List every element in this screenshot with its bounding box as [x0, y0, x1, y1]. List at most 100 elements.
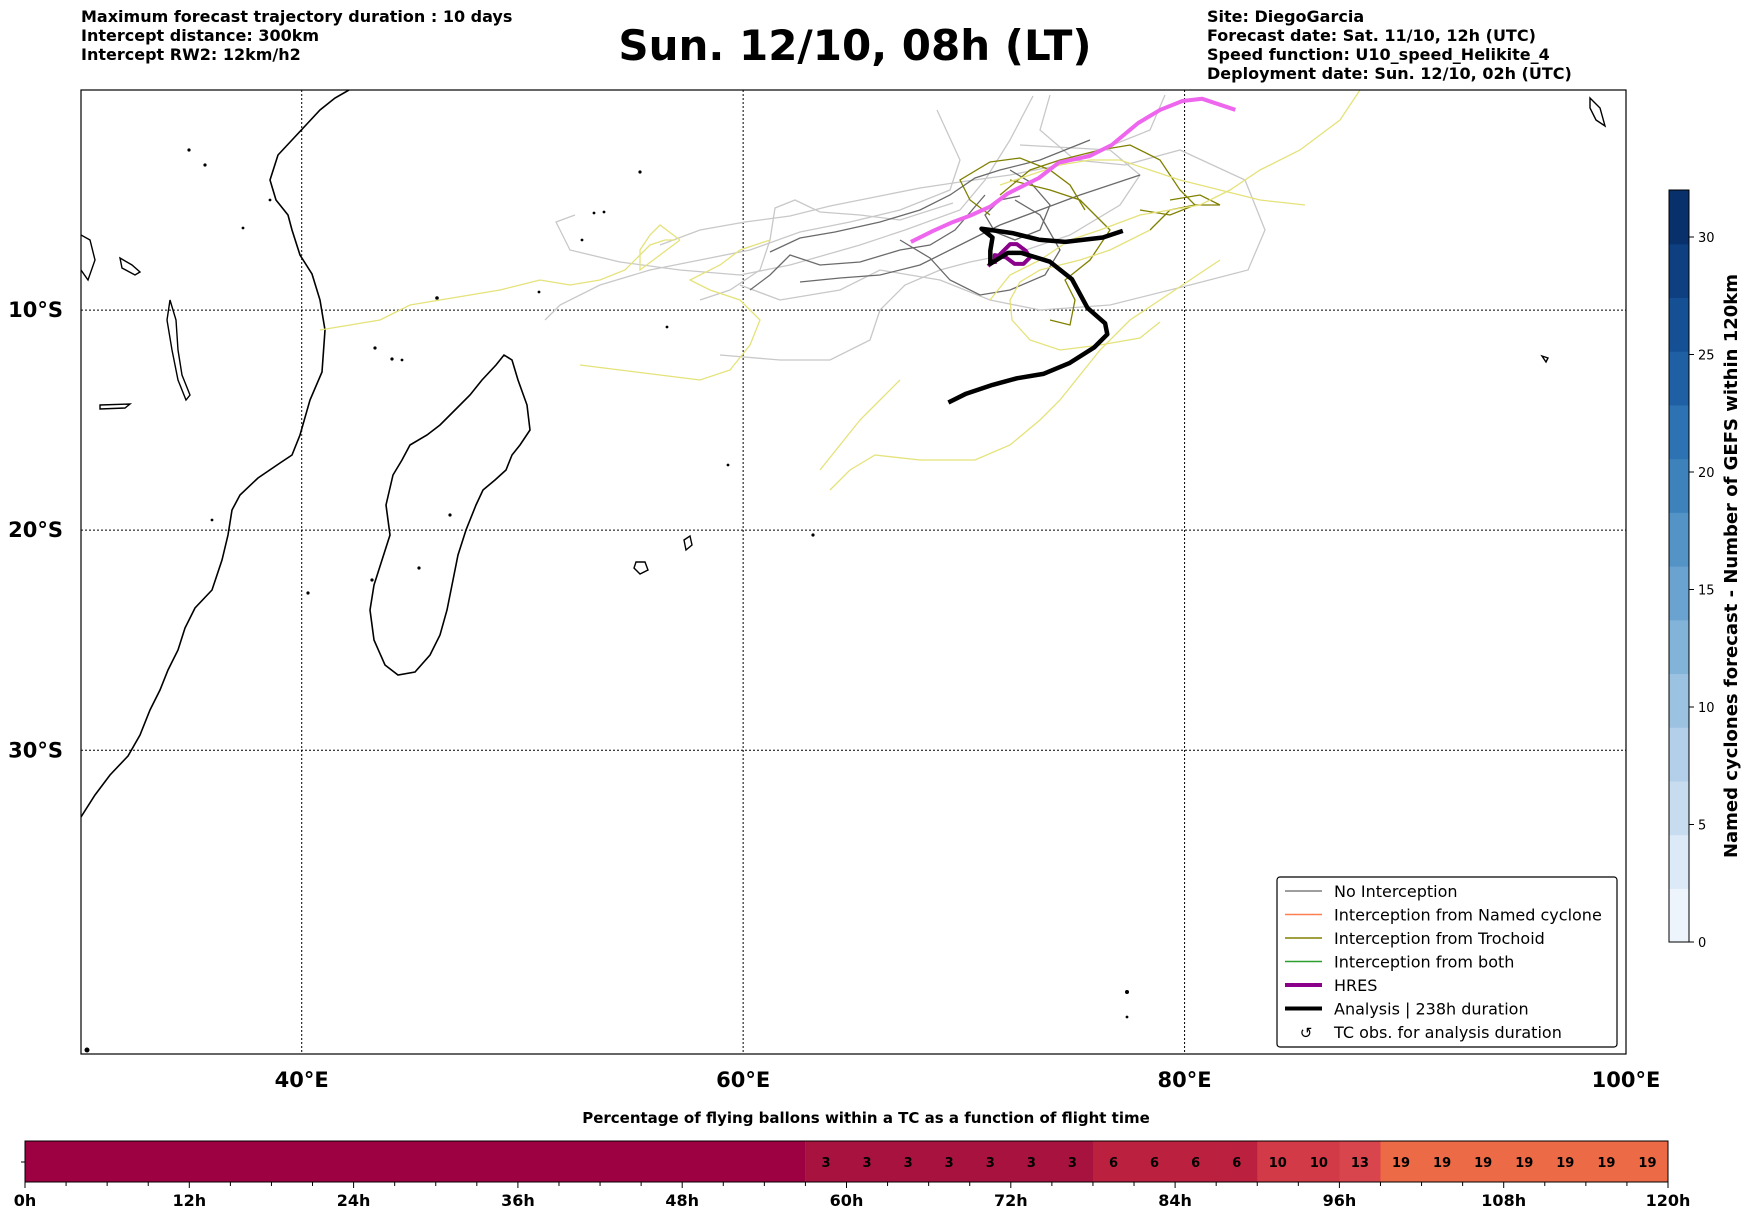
heatmap-cell-value: 3 [1027, 1156, 1036, 1171]
heatmap-tick-label: 0h [14, 1191, 37, 1210]
ensemble-track-trochoid-3 [959, 157, 1086, 216]
ensemble-track-trochoid-1 [1009, 179, 1111, 326]
heatmap-cell [1298, 1141, 1340, 1182]
colorbar-band [1669, 673, 1689, 728]
heatmap-cell-value: 3 [1068, 1156, 1077, 1171]
flight-time-heatmap: Percentage of flying ballons within a TC… [14, 1109, 1691, 1210]
legend-box [1276, 876, 1618, 1048]
heatmap-cell-zero [25, 1141, 806, 1182]
heatmap-cell-value: 3 [986, 1156, 995, 1171]
madagascar-coastline [369, 353, 531, 676]
colorbar-tick-label: 20 [1698, 466, 1715, 481]
colorbar-band [1669, 190, 1689, 245]
ensemble-track-ye-7 [639, 224, 681, 272]
x-tick-label: 60°E [716, 1068, 770, 1092]
legend-label: Analysis | 238h duration [1334, 1000, 1529, 1019]
colorbar-tick-label: 0 [1698, 936, 1706, 951]
x-tick-label: 40°E [275, 1068, 329, 1092]
ensemble-track-ye-5 [579, 239, 771, 381]
colorbar-band [1669, 458, 1689, 513]
heatmap-cell [887, 1141, 930, 1182]
africa-coastline [81, 90, 350, 818]
heatmap-cell [1421, 1141, 1464, 1182]
ensemble-track-trochoid-4 [1149, 194, 1221, 231]
legend-label: Interception from Named cyclone [1334, 906, 1602, 925]
heatmap-tick-label: 96h [1323, 1191, 1357, 1210]
heatmap-cell [1216, 1141, 1258, 1182]
legend-label: No Interception [1334, 882, 1458, 901]
ensemble-track-no-interception-8 [799, 174, 1141, 283]
y-tick-label: 10°S [8, 298, 63, 322]
x-tick-label: 80°E [1158, 1068, 1212, 1092]
heatmap-cell [1257, 1141, 1299, 1182]
legend-item: No Interception [1285, 882, 1458, 901]
y-tick-label: 20°S [8, 518, 63, 542]
y-tick-label: 30°S [8, 738, 63, 762]
heatmap-cell [1503, 1141, 1546, 1182]
ensemble-track-ye-1 [319, 239, 675, 331]
heatmap-cell [1544, 1141, 1587, 1182]
heatmap-cell-value: 19 [1515, 1156, 1533, 1171]
small-islands [84, 148, 1129, 1053]
heatmap-cell-value: 19 [1597, 1156, 1615, 1171]
heatmap-tick-label: 120h [1646, 1191, 1691, 1210]
colorbar-band [1669, 727, 1689, 782]
x-tick-label: 100°E [1592, 1068, 1661, 1092]
colorbar-tick-label: 30 [1698, 231, 1715, 246]
heatmap-cell-value: 19 [1392, 1156, 1410, 1171]
colorbar-band [1669, 243, 1689, 299]
ensemble-track-no-interception-10 [899, 199, 1061, 296]
colorbar-tick-label: 5 [1698, 819, 1706, 834]
header-right-line-1: Site: DiegoGarcia [1207, 7, 1365, 26]
heatmap-cell [1585, 1141, 1628, 1182]
heatmap-cell-value: 19 [1556, 1156, 1574, 1171]
heatmap-cell-value: 19 [1638, 1156, 1656, 1171]
x-axis-ticks: 40°E 60°E 80°E 100°E [275, 1068, 1661, 1092]
ensemble-track-no-interception-9 [749, 194, 986, 291]
legend-label: Interception from Trochoid [1334, 929, 1545, 948]
colorbar-tick-label: 25 [1698, 349, 1715, 364]
ensemble-track-ye-2 [829, 259, 1221, 491]
header-left-line-1: Maximum forecast trajectory duration : 1… [81, 7, 513, 26]
analysis-track [947, 226, 1124, 405]
header-right-line-3: Speed function: U10_speed_Helikite_4 [1207, 45, 1550, 64]
colorbar-band [1669, 619, 1689, 675]
ensemble-track-ye-8 [819, 379, 901, 471]
heatmap-cell-value: 3 [945, 1156, 954, 1171]
legend-item: ↺ TC obs. for analysis duration [1300, 1023, 1562, 1042]
heatmap-cell [1010, 1141, 1053, 1182]
colorbar-band [1669, 404, 1689, 460]
heatmap-cell-value: 3 [863, 1156, 872, 1171]
heatmap-cell-value: 19 [1433, 1156, 1451, 1171]
colorbar-band [1669, 888, 1689, 943]
ensemble-track-no-interception-3 [739, 94, 1266, 311]
colorbar-band [1669, 834, 1689, 889]
heatmap-cell-value: 10 [1269, 1156, 1287, 1171]
legend-item: Interception from Trochoid [1285, 929, 1545, 948]
heatmap-cell [805, 1141, 847, 1182]
coastlines [81, 90, 1607, 1053]
heatmap-cell-value: 19 [1474, 1156, 1492, 1171]
ensemble-track-no-interception-6 [699, 199, 954, 301]
ensemble-track-trochoid-2 [999, 144, 1197, 216]
header-left-line-3: Intercept RW2: 12km/h2 [81, 45, 301, 64]
header-info-right: Site: DiegoGarcia Forecast date: Sat. 11… [1207, 7, 1572, 83]
heatmap-cell-value: 6 [1150, 1156, 1159, 1171]
colorbar: 0 5 10 15 20 25 30 Named cyclones forecast - N… [1668, 189, 1742, 951]
heatmap-tick-label: 12h [172, 1191, 206, 1210]
legend-item: Analysis | 238h duration [1285, 1000, 1529, 1019]
header-right-line-2: Forecast date: Sat. 11/10, 12h (UTC) [1207, 26, 1536, 45]
heatmap-cell [928, 1141, 971, 1182]
hres-track-north [910, 96, 1236, 244]
ensemble-track-no-interception-7 [769, 139, 1091, 253]
header-right-line-4: Deployment date: Sun. 12/10, 02h (UTC) [1207, 64, 1572, 83]
header-info-left: Maximum forecast trajectory duration : 1… [81, 7, 512, 64]
heatmap-cell-value: 3 [904, 1156, 913, 1171]
y-axis-ticks: 10°S 20°S 30°S [8, 298, 63, 762]
colorbar-frame [1668, 189, 1690, 943]
map-frame [80, 89, 1627, 1055]
heatmap-cell-value: 13 [1351, 1156, 1369, 1171]
heatmap-cell [1380, 1141, 1423, 1182]
colorbar-tick-label: 10 [1698, 701, 1715, 716]
